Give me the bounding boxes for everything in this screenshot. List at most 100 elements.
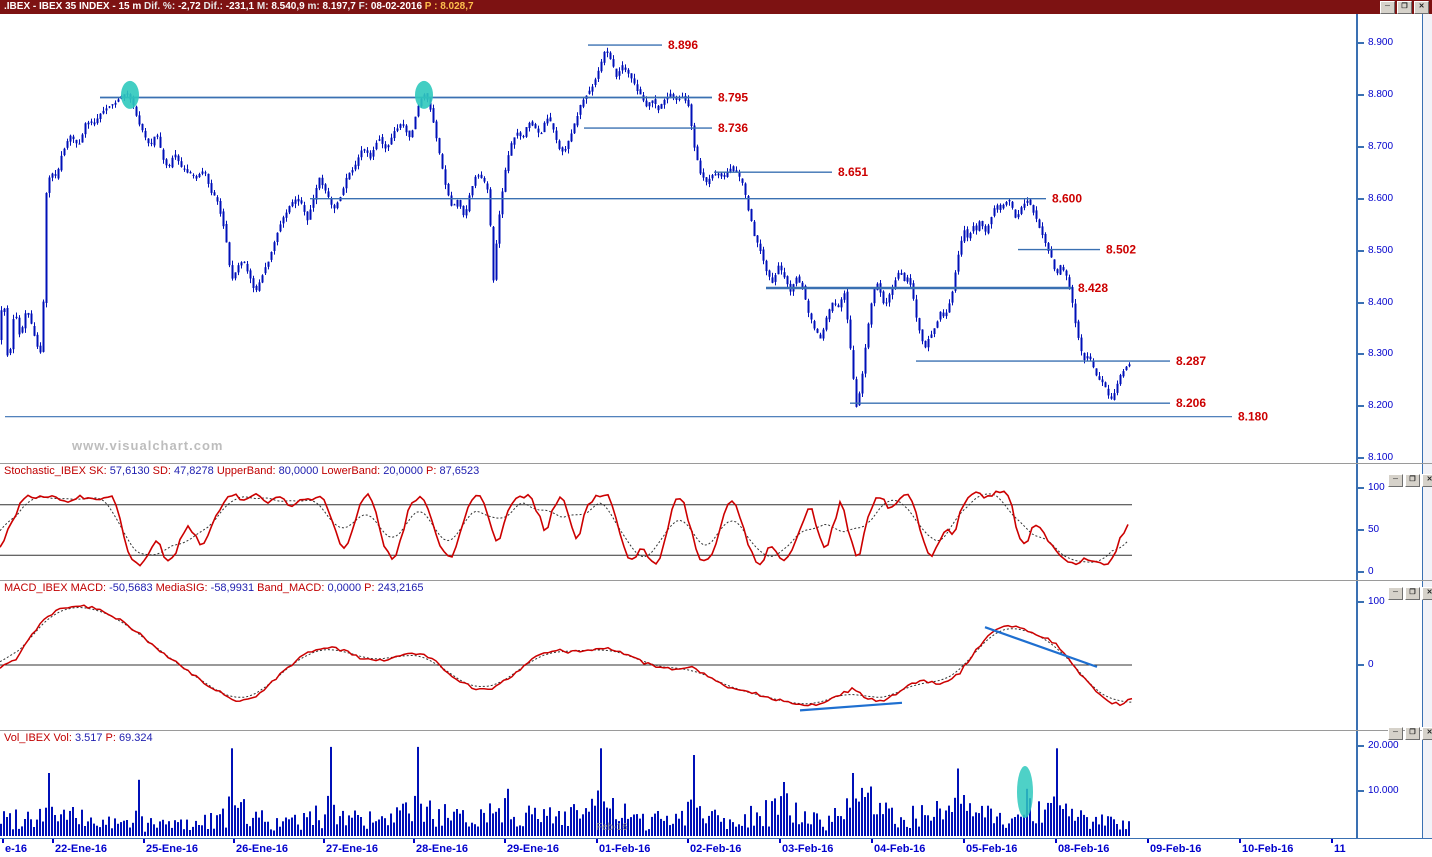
indicator-label-segment: 87,6523 [439, 465, 480, 477]
price-chart[interactable]: 8.896 8.795 8.736 8.651 8.600 8.502 8.428 8.287… [0, 14, 1356, 463]
y-axis-tick [1358, 93, 1364, 96]
vertical-scrollbar[interactable] [1422, 14, 1432, 838]
x-axis-date-label: 02-Feb-16 [690, 843, 742, 855]
title-segment: Dif.: [203, 1, 226, 12]
indicator-label-segment: UpperBand: [213, 465, 279, 477]
x-axis-tick [1331, 839, 1333, 843]
x-axis-date-label: 04-Feb-16 [874, 843, 926, 855]
title-segment: -231,1 [225, 1, 257, 12]
panel-separator [0, 463, 1432, 464]
month-label: Feb-16 [596, 822, 628, 833]
minimize-icon[interactable]: ─ [1380, 1, 1395, 14]
x-axis-tick [1055, 839, 1057, 843]
close-icon[interactable]: ✕ [1422, 587, 1432, 600]
close-icon[interactable]: ✕ [1422, 474, 1432, 487]
close-icon[interactable]: ✕ [1414, 1, 1429, 14]
minimize-icon[interactable]: ─ [1388, 727, 1403, 740]
price-level-label: 8.428 [1078, 281, 1108, 295]
price-level-label: 8.795 [718, 91, 748, 105]
indicator-label-segment: MediaSIG: [152, 582, 211, 594]
candles [0, 47, 1131, 408]
volume-chart[interactable] [0, 740, 1356, 838]
y-axis-tick-label: 8.900 [1368, 37, 1394, 48]
restore-icon[interactable]: ❐ [1397, 1, 1412, 14]
y-axis-tick [1358, 301, 1364, 304]
x-axis-tick [323, 839, 325, 843]
highlight-ellipse [1017, 766, 1033, 818]
highlight-ellipse [121, 80, 139, 109]
drawn-trendline[interactable] [984, 626, 1098, 668]
restore-icon[interactable]: ❐ [1405, 587, 1420, 600]
y-axis-tick [1358, 529, 1364, 531]
price-level-label: 8.180 [1238, 410, 1268, 424]
title-segment: 8.540,9 [271, 1, 308, 12]
indicator-label-segment: 20,0000 [383, 465, 423, 477]
x-axis-tick [504, 839, 506, 843]
x-axis-tick [871, 839, 873, 843]
y-axis-tick-label: 100 [1368, 482, 1385, 493]
title-segment: m: [307, 1, 323, 12]
price-level-label: 8.896 [668, 38, 698, 52]
indicator-label-segment: 243,2165 [377, 582, 424, 594]
macd-chart[interactable] [0, 596, 1356, 730]
restore-icon[interactable]: ❐ [1405, 474, 1420, 487]
x-axis-tick [963, 839, 965, 843]
price-axis-column[interactable]: 8.900 8.800 8.700 8.600 8.500 8.400 8.300 8.200… [1356, 14, 1424, 838]
indicator-label-segment: 69.324 [119, 732, 153, 744]
price-level-label: 8.206 [1176, 396, 1206, 410]
minimize-icon[interactable]: ─ [1388, 474, 1403, 487]
indicator-label-segment: LowerBand: [318, 465, 384, 477]
x-axis-date-label: 22-Ene-16 [55, 843, 107, 855]
y-axis-tick-label: 8.600 [1368, 192, 1394, 204]
close-icon[interactable]: ✕ [1422, 727, 1432, 740]
highlight-ellipse [415, 80, 433, 109]
y-axis-tick-label: 20.000 [1368, 740, 1399, 751]
y-axis-tick-label: 50 [1368, 524, 1380, 535]
title-segment: 8.028,7 [440, 1, 474, 12]
x-axis-tick [2, 839, 4, 843]
drawn-trendline[interactable] [799, 701, 903, 712]
macd-panel: MACD_IBEX MACD: -50,5683 MediaSIG: -58,9… [0, 581, 1356, 730]
indicator-label-segment: Stochastic_IBEX [4, 465, 89, 477]
macd-panel-controls: ─ ❐ ✕ [1388, 587, 1432, 600]
stochastic-indicator-label: Stochastic_IBEX SK: 57,6130 SD: 47,8278 … [4, 465, 479, 477]
y-axis-tick-label: 8.700 [1368, 140, 1394, 152]
volume-panel: Vol_IBEX Vol: 3.517 P: 69.324 Feb-16 [0, 731, 1356, 838]
x-axis[interactable]: e-16 22-Ene-16 25-Ene-16 26-Ene-16 27-Ene-16… [0, 838, 1432, 857]
y-axis-tick [1358, 353, 1364, 356]
x-axis-date-label: 26-Ene-16 [236, 843, 288, 855]
stochastic-panel: Stochastic_IBEX SK: 57,6130 SD: 47,8278 … [0, 464, 1356, 580]
y-axis-tick-label: 0 [1368, 566, 1374, 577]
title-segment: 08-02-2016 [370, 1, 425, 12]
y-axis-tick-label: 8.100 [1368, 452, 1394, 464]
x-axis-date-label: e-16 [5, 843, 28, 855]
stochastic-chart[interactable] [0, 482, 1356, 580]
y-axis-tick-label: 8.300 [1368, 348, 1394, 360]
x-axis-tick [596, 839, 598, 843]
x-axis-date-label: 05-Feb-16 [966, 843, 1018, 855]
minimize-icon[interactable]: ─ [1388, 587, 1403, 600]
title-segment: Dif. %: [144, 1, 178, 12]
stochastic-panel-controls: ─ ❐ ✕ [1388, 474, 1432, 487]
y-axis-tick-label: 8.500 [1368, 244, 1394, 256]
x-axis-date-label: 25-Ene-16 [146, 843, 198, 855]
y-axis-tick [1358, 571, 1364, 573]
price-chart-panel: 8.896 8.795 8.736 8.651 8.600 8.502 8.428 8.287… [0, 14, 1356, 463]
x-axis-date-label: 10-Feb-16 [1242, 843, 1294, 855]
indicator-label-segment: MACD_IBEX [4, 582, 71, 594]
indicator-label-segment: P: [102, 732, 119, 744]
x-axis-date-label: 29-Ene-16 [507, 843, 559, 855]
panel-separator [0, 580, 1432, 581]
x-axis-tick [1239, 839, 1241, 843]
x-axis-tick [1147, 839, 1149, 843]
window-titlebar[interactable]: .IBEX - IBEX 35 INDEX - 15 m Dif. %: -2,… [0, 0, 1432, 14]
y-axis-tick [1358, 601, 1364, 603]
macd-indicator-label: MACD_IBEX MACD: -50,5683 MediaSIG: -58,9… [4, 582, 424, 594]
y-axis-tick-label: 8.400 [1368, 296, 1394, 308]
title-segment: .IBEX - IBEX 35 INDEX - 15 m [4, 1, 145, 12]
indicator-label-segment: MACD: [70, 582, 110, 594]
y-axis-tick-label: 100 [1368, 596, 1385, 607]
title-segment: F: [358, 1, 371, 12]
y-axis-tick [1358, 790, 1364, 792]
restore-icon[interactable]: ❐ [1405, 727, 1420, 740]
